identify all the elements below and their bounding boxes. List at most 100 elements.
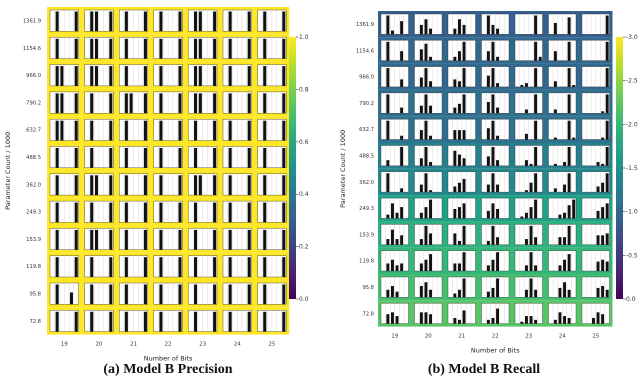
- inset-bar: [282, 229, 286, 250]
- inset-bar: [563, 237, 567, 245]
- inset-bar: [567, 205, 571, 219]
- inset-bar: [486, 240, 490, 245]
- inset-bar: [213, 229, 217, 250]
- inset-bar: [178, 66, 182, 86]
- inset-bar: [143, 229, 147, 250]
- inset-bar: [395, 212, 399, 219]
- inset-bar: [605, 120, 609, 140]
- inset-bar: [419, 130, 423, 140]
- inset-bar: [491, 259, 495, 271]
- heatmap-cell: [220, 198, 255, 226]
- heatmap-cell: [545, 168, 579, 196]
- inset-bar: [453, 317, 457, 324]
- inset-bar: [453, 209, 457, 219]
- inset-bar: [143, 120, 147, 141]
- inset-bar: [563, 316, 567, 324]
- inset-bar: [462, 24, 466, 35]
- inset-bar: [553, 188, 557, 193]
- inset-bar: [247, 38, 251, 59]
- heatmap-cell: [185, 280, 220, 308]
- heatmap-cell: [512, 142, 546, 169]
- inset-bar: [567, 68, 571, 87]
- inset-bar: [143, 66, 147, 86]
- heatmap-cell: [254, 88, 290, 117]
- inset-bar: [563, 282, 567, 298]
- inset-bar: [524, 109, 528, 114]
- heatmap-cell: [81, 116, 117, 144]
- inset-bar: [386, 289, 390, 298]
- inset-bar: [282, 38, 286, 59]
- inset-bar: [534, 319, 538, 324]
- inset-bar: [462, 41, 466, 61]
- colorbar-tick-label: -1.0: [626, 209, 638, 216]
- heatmap-cell: [445, 247, 479, 274]
- inset-bar: [247, 229, 251, 250]
- inset-bar: [491, 173, 495, 193]
- inset-bar: [60, 120, 64, 141]
- heatmap-cell: [579, 116, 613, 143]
- inset-bar: [194, 148, 198, 168]
- inset-bar: [400, 21, 404, 35]
- heatmap-cell: [81, 170, 117, 199]
- inset-bar: [60, 93, 64, 114]
- inset-bar: [567, 254, 571, 271]
- inset-bar: [178, 148, 182, 168]
- inset-bar: [178, 311, 182, 332]
- heatmap-cell: [445, 221, 479, 248]
- inset-bar: [386, 314, 390, 324]
- inset-bar: [109, 257, 113, 277]
- y-tick-label: 249.3: [359, 206, 374, 212]
- inset-bar: [567, 289, 571, 298]
- y-tick-label: 790.2: [359, 101, 374, 107]
- inset-bar: [124, 202, 128, 223]
- colorbar-tick-label: -3.0: [626, 34, 638, 41]
- inset-bar: [213, 284, 217, 305]
- inset-bar: [596, 186, 600, 193]
- inset-bar: [74, 229, 78, 250]
- heatmap-cell: [478, 116, 512, 143]
- inset-bar: [429, 190, 433, 193]
- y-tick-label: 153.9: [26, 237, 41, 243]
- inset-bar: [486, 265, 490, 271]
- x-tick-label: 22: [492, 334, 499, 340]
- inset-bar: [453, 56, 457, 61]
- inset-bar: [228, 229, 232, 250]
- heatmap-cell: [445, 168, 479, 196]
- inset-bar: [419, 263, 423, 271]
- inset-bar: [462, 225, 466, 245]
- inset-bar: [194, 175, 198, 196]
- inset-bar: [529, 207, 533, 219]
- inset-bar: [213, 66, 217, 86]
- heatmap-cell: [478, 221, 512, 248]
- inset-bar: [194, 229, 198, 250]
- heatmap-cell: [150, 88, 186, 117]
- inset-bar: [429, 135, 433, 140]
- inset-bar: [159, 148, 163, 168]
- y-tick-label: 488.5: [359, 153, 374, 159]
- inset-bar: [424, 19, 428, 35]
- heatmap-cell: [220, 7, 255, 35]
- heatmap-cell: [411, 89, 445, 117]
- inset-bar: [605, 147, 609, 166]
- heatmap-cell: [220, 34, 255, 62]
- inset-bar: [558, 265, 562, 271]
- inset-bar: [386, 94, 390, 114]
- inset-bar: [90, 257, 94, 277]
- colorbar-tick-label: 0.4: [299, 191, 309, 198]
- inset-bar: [453, 186, 457, 193]
- inset-bar: [491, 147, 495, 166]
- inset-bar: [419, 212, 423, 219]
- inset-bar: [605, 261, 609, 271]
- heatmap-cell: [445, 116, 479, 143]
- heatmap-cell: [378, 247, 412, 274]
- inset-bar: [563, 259, 567, 271]
- heatmap-cell: [512, 11, 546, 38]
- inset-bar: [572, 137, 576, 140]
- inset-bar: [453, 130, 457, 140]
- heatmap-cell: [220, 252, 255, 280]
- heatmap-cell: [378, 142, 412, 169]
- y-tick-label: 153.9: [359, 232, 374, 238]
- inset-bar: [596, 312, 600, 324]
- inset-bar: [424, 43, 428, 61]
